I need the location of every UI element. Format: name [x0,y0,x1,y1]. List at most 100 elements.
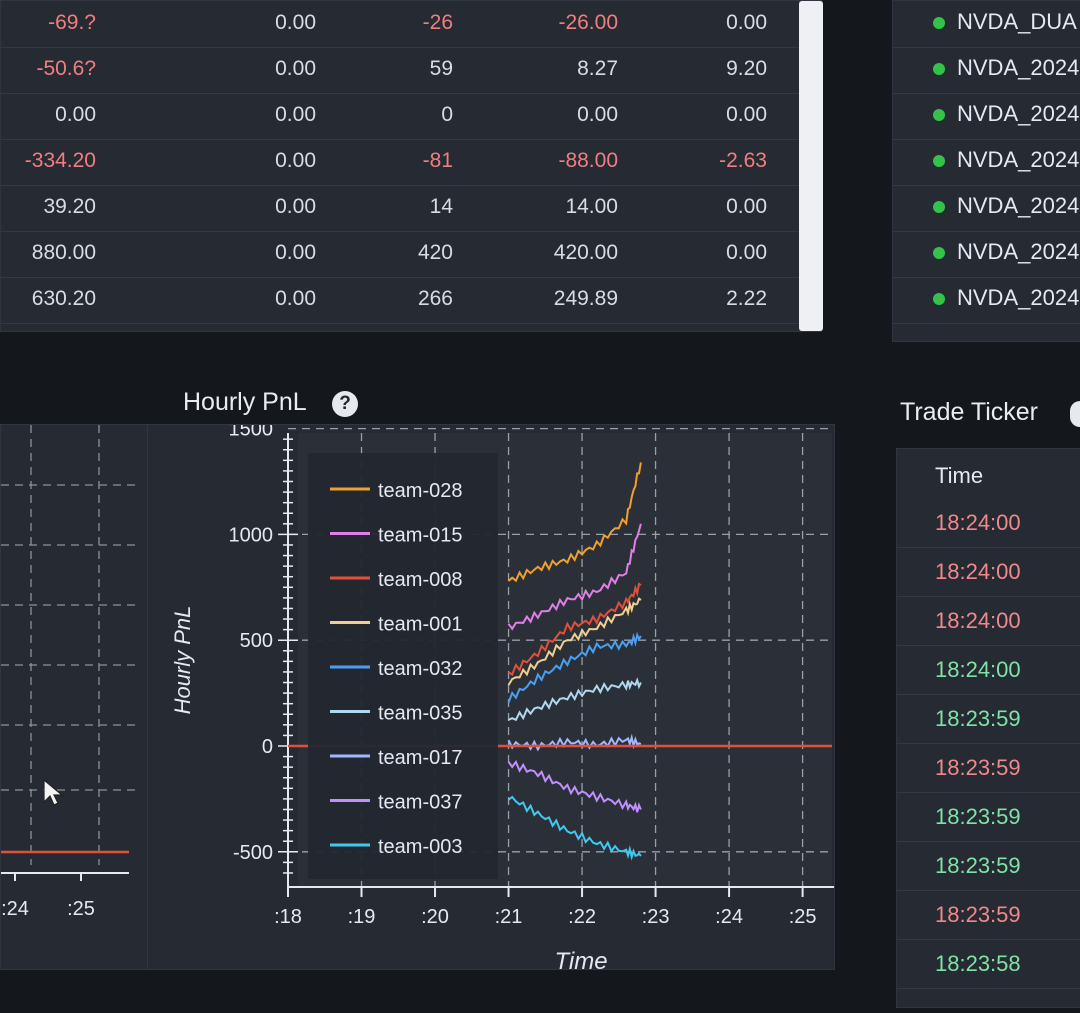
ticker-column-header: Time [935,463,984,488]
position-cell: 880.00 [31,241,96,264]
position-cell: 0.00 [275,11,316,34]
position-cell: 0.00 [275,287,316,310]
hourly-pnl-svg: 1500 1000 500 0 -500:18:19:20:21:22:23:24:25… [170,419,834,975]
series-line [508,677,642,722]
series-line [507,597,642,686]
ticker-time: 18:24:00 [935,510,1021,535]
positions-table: -69.? 0.00 -26 -26.00 0.00 -50.6? 0.00 59 8.27 9.… [0,0,823,332]
left-chart: :24:25 [0,424,155,970]
y-tick-label: -500 [233,842,273,864]
trade-ticker-title: Trade Ticker [900,398,1039,426]
position-cell: -88.00 [558,149,618,172]
position-cell: 0.00 [275,195,316,218]
help-icon[interactable]: ? [332,391,358,417]
ticker-time: 18:24:00 [935,657,1021,682]
legend-label: team-001 [378,614,463,636]
position-cell: 630.20 [31,287,96,310]
y-axis-label: Hourly PnL [170,606,195,715]
position-cell: 0.00 [726,241,767,264]
position-cell: 0.00 [726,195,767,218]
ticker-row: 18:24:00 [897,646,1080,695]
x-tick-label: :19 [348,906,376,928]
symbol-row[interactable]: NVDA_2024 [893,231,1080,278]
position-cell: 2.22 [726,287,767,310]
ticker-time: 18:23:59 [935,853,1021,878]
hourly-pnl-title: Hourly PnL [183,388,307,416]
symbol-list: NVDA_DUA NVDA_2024 NVDA_2024 NVDA_2024 NVDA_… [892,0,1080,342]
symbol-row[interactable]: NVDA_2024 [893,139,1080,186]
legend-label: team-003 [378,836,463,858]
x-tick-label: :23 [642,906,670,928]
position-cell: -26.00 [558,11,618,34]
ticker-row: 18:23:59 [897,842,1080,891]
status-dot-icon [933,155,945,167]
symbol-name: NVDA_DUA [957,9,1077,34]
x-tick-label: :25 [789,906,817,928]
positions-scrollbar-thumb[interactable] [799,1,823,331]
symbol-name: NVDA_2024 [957,147,1080,172]
position-cell: -26 [422,11,453,34]
ticker-time: 18:23:59 [935,804,1021,829]
position-cell: 0 [441,103,453,126]
positions-scrollbar[interactable] [799,1,823,331]
y-tick-label: 1500 [229,425,274,441]
position-cell: 0.00 [55,103,96,126]
series-line [507,582,642,677]
legend-label: team-037 [378,792,463,814]
series-line [507,795,642,861]
legend-label: team-015 [378,525,463,547]
ticker-row: 18:23:59 [897,744,1080,793]
position-cell: -50.6? [36,57,96,80]
position-cell: 0.00 [577,103,618,126]
position-cell: 266 [417,287,453,310]
y-tick-label: 0 [262,736,273,758]
symbol-row[interactable]: NVDA_2024 [893,93,1080,140]
chart-legend: team-028 team-015 team-008 team-001 team-032… [308,453,498,879]
ticker-row: 18:23:59 [897,793,1080,842]
x-tick-label: :20 [421,906,449,928]
status-dot-icon [933,17,945,29]
symbol-row[interactable]: NVDA_2024 [893,185,1080,232]
legend-label: team-032 [378,658,463,680]
ticker-row: 18:24:00 [897,499,1080,548]
position-cell: 59 [429,57,453,80]
ticker-row: 18:23:58 [897,940,1080,989]
symbol-row[interactable]: NVDA_2024 [893,277,1080,324]
ticker-help-icon[interactable] [1070,401,1080,427]
symbol-name: NVDA_2024 [957,239,1080,264]
position-row: 880.00 0.00 420 420.00 0.00 [1,231,801,278]
position-cell: -69.? [48,11,96,34]
position-row: -334.20 0.00 -81 -88.00 -2.63 [1,139,801,186]
position-cell: 14 [429,195,453,218]
symbol-row[interactable]: NVDA_DUA [893,1,1080,48]
status-dot-icon [933,201,945,213]
series-line [507,523,642,631]
symbol-name: NVDA_2024 [957,285,1080,310]
ticker-row: 18:24:00 [897,597,1080,646]
position-cell: 8.27 [577,57,618,80]
trade-ticker-panel: Time 18:24:00 18:24:00 18:24:00 18:24:00 18:… [896,448,1080,1008]
position-cell: 420.00 [553,241,618,264]
ticker-time: 18:24:00 [935,559,1021,584]
ticker-time: 18:23:59 [935,706,1021,731]
status-dot-icon [933,247,945,259]
position-cell: -2.63 [719,149,767,172]
position-cell: 14.00 [565,195,618,218]
x-axis-label: Time [554,948,607,971]
position-cell: 0.00 [726,11,767,34]
position-cell: -81 [422,149,453,172]
mouse-cursor-icon [43,778,64,806]
position-cell: 0.00 [275,103,316,126]
position-cell: 39.20 [43,195,96,218]
symbol-name: NVDA_2024 [957,193,1080,218]
symbol-name: NVDA_2024 [957,101,1080,126]
ticker-time: 18:23:59 [935,755,1021,780]
position-cell: 0.00 [275,241,316,264]
series-line [507,462,642,583]
symbol-row[interactable]: NVDA_2024 [893,47,1080,94]
position-row: -69.? 0.00 -26 -26.00 0.00 [1,1,801,48]
position-cell: 0.00 [275,57,316,80]
y-tick-label: 500 [240,630,273,652]
hourly-pnl-chart: 1500 1000 500 0 -500:18:19:20:21:22:23:24:25… [147,419,835,975]
status-dot-icon [933,63,945,75]
